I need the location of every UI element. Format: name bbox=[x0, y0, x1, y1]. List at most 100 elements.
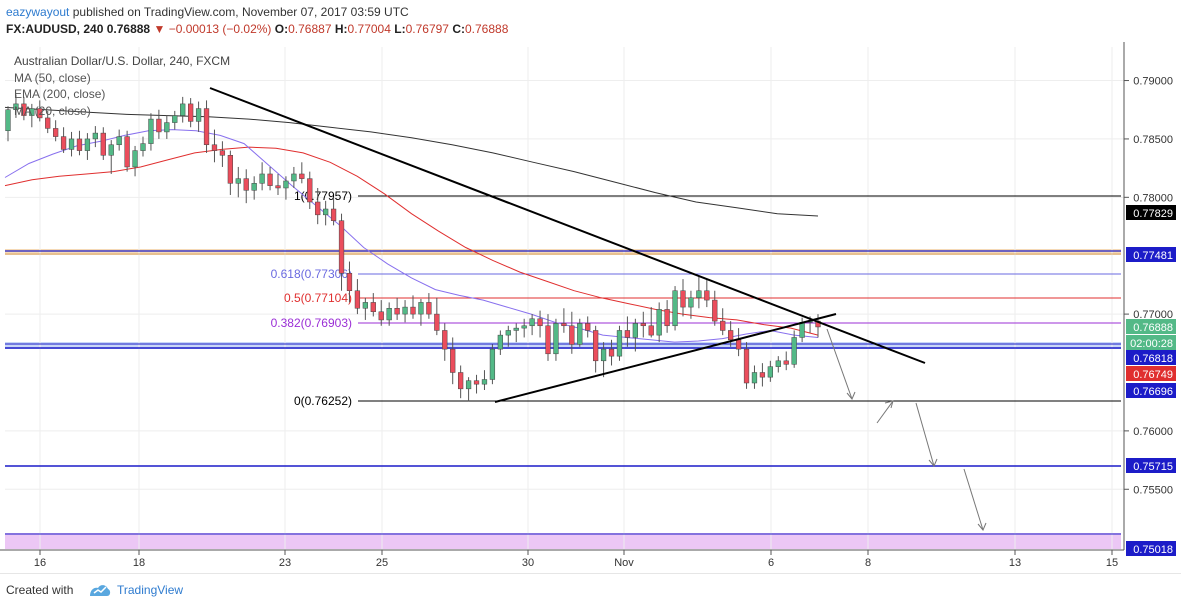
candle[interactable] bbox=[188, 98, 194, 128]
candle[interactable] bbox=[616, 325, 623, 361]
candle[interactable] bbox=[219, 141, 226, 167]
candle[interactable] bbox=[513, 323, 519, 343]
candle[interactable] bbox=[426, 293, 432, 319]
candle[interactable] bbox=[124, 130, 130, 172]
candle[interactable] bbox=[291, 166, 297, 188]
candle[interactable] bbox=[362, 297, 368, 320]
candle[interactable] bbox=[720, 308, 726, 336]
candle[interactable] bbox=[664, 300, 670, 333]
candle[interactable] bbox=[593, 325, 599, 373]
candle[interactable] bbox=[5, 106, 11, 142]
candle[interactable] bbox=[775, 356, 781, 373]
candle[interactable] bbox=[521, 318, 527, 338]
candle[interactable] bbox=[346, 261, 353, 303]
candle[interactable] bbox=[561, 308, 567, 333]
candle[interactable] bbox=[743, 342, 750, 389]
candle[interactable] bbox=[585, 316, 591, 338]
candle[interactable] bbox=[450, 337, 456, 385]
candle[interactable] bbox=[529, 314, 535, 336]
candle[interactable] bbox=[680, 279, 686, 317]
candle[interactable] bbox=[648, 307, 654, 338]
candle[interactable] bbox=[378, 300, 384, 326]
candle[interactable] bbox=[338, 213, 345, 291]
chart-area[interactable]: 1(0.77957) 0.618(0.77306) 0.5(0.77104) 0… bbox=[0, 42, 1181, 573]
candle[interactable] bbox=[203, 100, 210, 153]
candle[interactable] bbox=[600, 342, 607, 378]
candle[interactable] bbox=[307, 171, 313, 209]
candle[interactable] bbox=[60, 127, 67, 153]
candle[interactable] bbox=[704, 279, 710, 308]
candle[interactable] bbox=[481, 370, 488, 391]
candle[interactable] bbox=[21, 96, 27, 121]
candle[interactable] bbox=[251, 176, 257, 200]
candle[interactable] bbox=[656, 302, 662, 343]
candle[interactable] bbox=[243, 169, 249, 204]
candle[interactable] bbox=[402, 300, 408, 323]
candle[interactable] bbox=[37, 100, 43, 122]
candle[interactable] bbox=[156, 109, 162, 139]
candle[interactable] bbox=[29, 103, 35, 128]
candle[interactable] bbox=[45, 110, 51, 134]
candle[interactable] bbox=[751, 365, 758, 389]
candle[interactable] bbox=[323, 200, 329, 226]
candle[interactable] bbox=[608, 339, 615, 366]
price-scale[interactable] bbox=[1124, 42, 1181, 550]
candle[interactable] bbox=[68, 131, 75, 157]
candle[interactable] bbox=[259, 162, 265, 191]
candle[interactable] bbox=[370, 293, 376, 317]
candle[interactable] bbox=[116, 129, 122, 151]
author-link[interactable]: eazywayout bbox=[6, 5, 70, 19]
candle[interactable] bbox=[195, 101, 202, 132]
candle[interactable] bbox=[140, 136, 146, 157]
candle[interactable] bbox=[473, 374, 480, 394]
candlestick-series[interactable] bbox=[5, 94, 821, 402]
legend-ema200[interactable]: EMA (200, close) bbox=[14, 87, 105, 101]
legend-ma20[interactable]: MA (20, close) bbox=[14, 104, 91, 118]
candle[interactable] bbox=[640, 311, 646, 338]
candle[interactable] bbox=[299, 162, 305, 184]
candle[interactable] bbox=[164, 115, 170, 139]
candle[interactable] bbox=[672, 286, 678, 331]
candle[interactable] bbox=[132, 145, 138, 177]
candle[interactable] bbox=[13, 94, 19, 118]
candle[interactable] bbox=[759, 363, 766, 387]
candle[interactable] bbox=[410, 295, 416, 319]
candle[interactable] bbox=[108, 140, 114, 174]
candle[interactable] bbox=[354, 279, 361, 315]
candle[interactable] bbox=[235, 166, 241, 198]
candle[interactable] bbox=[275, 173, 281, 195]
candle[interactable] bbox=[180, 96, 186, 123]
candle[interactable] bbox=[791, 330, 797, 368]
candle[interactable] bbox=[172, 110, 178, 130]
candle[interactable] bbox=[283, 176, 289, 200]
legend-ma50[interactable]: MA (50, close) bbox=[14, 71, 91, 85]
candle[interactable] bbox=[465, 377, 472, 402]
candle[interactable] bbox=[53, 120, 59, 142]
candle[interactable] bbox=[783, 351, 789, 371]
candle[interactable] bbox=[458, 365, 464, 399]
candle[interactable] bbox=[489, 344, 496, 385]
candle[interactable] bbox=[418, 298, 424, 326]
candle[interactable] bbox=[497, 330, 503, 355]
candle[interactable] bbox=[537, 310, 543, 338]
candle[interactable] bbox=[330, 197, 337, 226]
candle[interactable] bbox=[712, 290, 718, 326]
candle[interactable] bbox=[624, 316, 631, 347]
candle[interactable] bbox=[394, 297, 400, 320]
candle[interactable] bbox=[315, 187, 321, 225]
candle[interactable] bbox=[434, 297, 440, 336]
candle[interactable] bbox=[545, 314, 551, 361]
candle[interactable] bbox=[632, 318, 638, 352]
downtrend-line[interactable] bbox=[209, 87, 926, 364]
uptrend-line[interactable] bbox=[494, 313, 837, 403]
ema200-line[interactable] bbox=[4, 106, 819, 217]
candle[interactable] bbox=[227, 150, 233, 195]
candle[interactable] bbox=[442, 323, 448, 361]
candle[interactable] bbox=[696, 276, 702, 309]
candle[interactable] bbox=[767, 360, 773, 382]
candle[interactable] bbox=[505, 325, 511, 347]
candle[interactable] bbox=[577, 318, 583, 347]
candle[interactable] bbox=[211, 129, 218, 163]
candle[interactable] bbox=[688, 290, 694, 319]
candle[interactable] bbox=[267, 166, 273, 191]
